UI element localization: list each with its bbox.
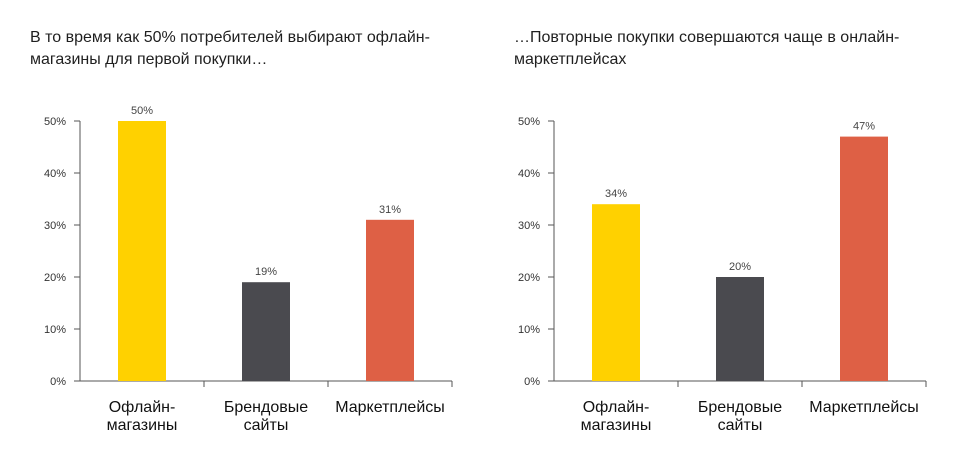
right-category-label-line: Маркетплейсы [809, 399, 919, 416]
left-y-tick-label: 0% [50, 376, 66, 388]
left-category-label: Маркетплейсы [335, 399, 445, 416]
left-category-label-line: Маркетплейсы [335, 399, 445, 416]
right-bar [592, 204, 640, 381]
left-category-label-line: Офлайн- [109, 399, 176, 416]
right-y-tick-label: 30% [518, 220, 540, 232]
left-category-label-line: Брендовые [224, 399, 308, 416]
left-category-label-line: магазины [107, 417, 178, 434]
chart-left-title: В то время как 50% потребителей выбирают… [30, 29, 430, 68]
right-category-label: Маркетплейсы [809, 399, 919, 416]
right-bar [716, 277, 764, 381]
right-category-label: Офлайн-магазины [581, 399, 652, 434]
right-y-tick-label: 20% [518, 272, 540, 284]
left-value-label: 19% [255, 266, 277, 278]
left-y-tick-label: 30% [44, 220, 66, 232]
right-category-label-line: магазины [581, 417, 652, 434]
left-category-label-line: сайты [244, 417, 289, 434]
right-category-label-line: Брендовые [698, 399, 782, 416]
left-category-label: Брендовые сайты [224, 399, 308, 434]
right-value-label: 20% [729, 261, 751, 273]
right-bar [840, 136, 888, 381]
left-value-label: 50% [131, 105, 153, 117]
left-y-tick-label: 20% [44, 272, 66, 284]
right-y-tick-label: 50% [518, 116, 540, 128]
right-value-label: 34% [605, 188, 627, 200]
right-category-label: Брендовые сайты [698, 399, 782, 434]
right-category-label-line: сайты [718, 417, 763, 434]
right-y-tick-label: 0% [524, 376, 540, 388]
right-y-tick-label: 10% [518, 324, 540, 336]
left-value-label: 31% [379, 204, 401, 216]
left-bar [118, 121, 166, 381]
left-bar [366, 219, 414, 381]
right-category-label-line: Офлайн- [583, 399, 650, 416]
chart-right-title: …Повторные покупки совершаются чаще в он… [514, 29, 900, 68]
left-bar [242, 282, 290, 381]
left-y-tick-label: 10% [44, 324, 66, 336]
right-value-label: 47% [853, 121, 875, 133]
left-category-label: Офлайн-магазины [107, 399, 178, 434]
left-y-tick-label: 40% [44, 168, 66, 180]
right-y-tick-label: 40% [518, 168, 540, 180]
left-y-tick-label: 50% [44, 116, 66, 128]
